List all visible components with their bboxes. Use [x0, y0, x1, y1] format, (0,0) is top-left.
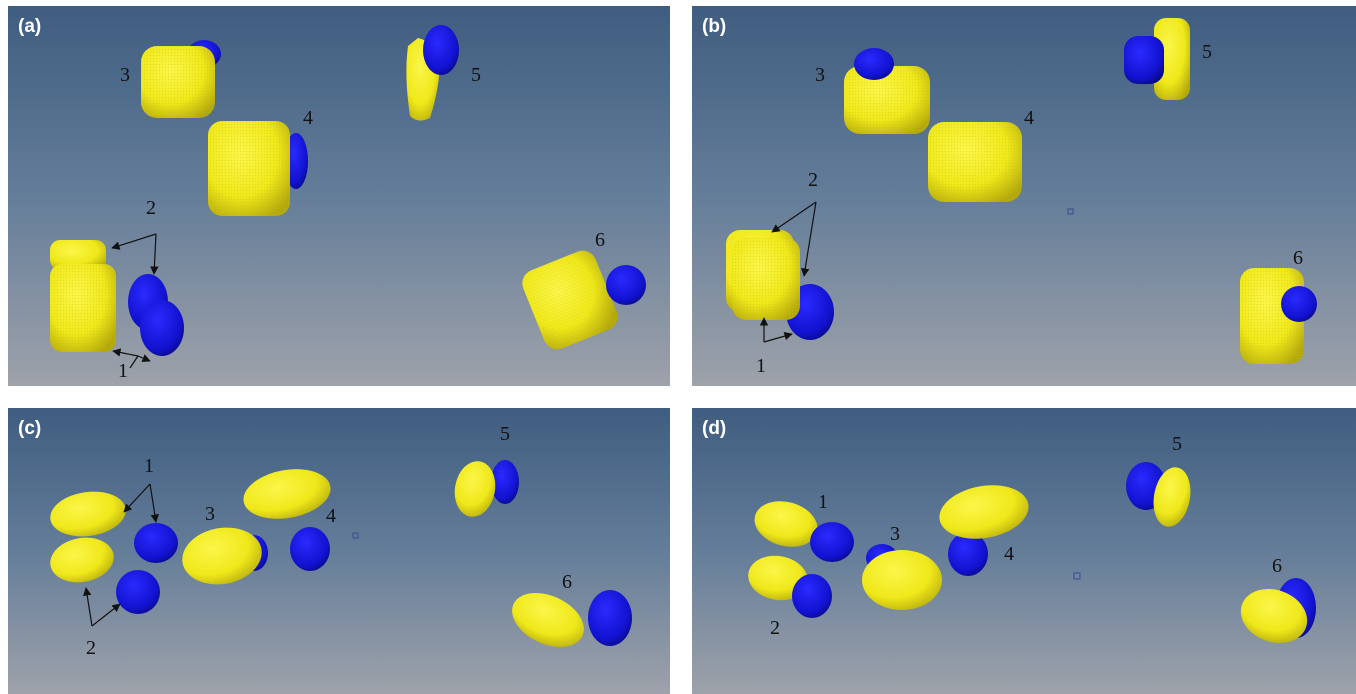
particle-number: 2	[808, 169, 818, 191]
particle-number: 2	[146, 197, 156, 219]
yellow-particle	[1240, 588, 1308, 644]
yellow-particle	[522, 250, 618, 350]
blue-object	[606, 265, 646, 305]
particles-scene: 3 4 5 2 1 6	[726, 18, 1317, 377]
blue-object	[116, 523, 178, 614]
blue-object	[128, 274, 184, 356]
particle-number: 4	[303, 107, 313, 129]
particle-number: 4	[1024, 107, 1034, 129]
panel-a: (a) 3 4 5 2 1 6	[8, 6, 670, 386]
yellow-particle	[748, 501, 818, 601]
panel-label: (c)	[18, 418, 42, 439]
blue-object	[948, 532, 988, 576]
particle-number: 5	[471, 64, 481, 86]
particle-number: 6	[1293, 247, 1303, 269]
particle-number: 6	[562, 571, 572, 593]
yellow-particle	[939, 485, 1029, 539]
particles-scene: 1 2 3 4 5 6	[748, 433, 1316, 644]
particle-number: 2	[770, 617, 780, 639]
particle-number: 6	[1272, 555, 1282, 577]
particle-number: 4	[1004, 543, 1014, 565]
panel-label: (d)	[702, 418, 727, 439]
particle-number: 3	[890, 523, 900, 545]
blue-object	[854, 48, 894, 80]
particle-number: 5	[1202, 41, 1212, 63]
particles-scene: 3 4 5 2 1 6	[50, 25, 646, 382]
yellow-particle	[182, 469, 331, 585]
yellow-particle	[1154, 18, 1190, 100]
yellow-particle	[50, 240, 116, 352]
particle-number: 5	[500, 423, 510, 445]
yellow-particle	[208, 121, 290, 216]
particle-number: 4	[326, 505, 336, 527]
blue-object	[1124, 36, 1164, 84]
particle-number: 3	[815, 64, 825, 86]
yellow-particle	[862, 550, 942, 610]
blue-object	[290, 527, 330, 571]
particle-number: 3	[120, 64, 130, 86]
particle-number: 1	[144, 455, 154, 477]
panel-c: (c) 1 2 3 4 5 6	[8, 408, 670, 694]
particle-number: 2	[86, 637, 96, 659]
panel-label: (a)	[18, 16, 42, 37]
particle-number: 1	[756, 355, 766, 377]
yellow-particle	[141, 46, 215, 118]
panel-label: (b)	[702, 16, 727, 37]
yellow-particle	[1153, 467, 1191, 527]
yellow-particle	[844, 66, 930, 134]
particle-number: 1	[118, 360, 128, 382]
blue-object	[1281, 286, 1317, 322]
yellow-particle	[50, 491, 126, 583]
yellow-particle	[726, 230, 800, 320]
blue-object	[423, 25, 459, 75]
particle-number: 5	[1172, 433, 1182, 455]
yellow-particle	[512, 592, 584, 648]
yellow-particle	[454, 461, 496, 517]
blue-object	[491, 460, 519, 504]
particle-number: 1	[818, 491, 828, 513]
blue-object	[792, 522, 854, 618]
panel-b: (b) 3 4 5 2 1 6	[692, 6, 1356, 386]
yellow-particle	[928, 122, 1022, 202]
blue-object	[588, 590, 632, 646]
panel-d: (d) 1 2 3 4 5 6	[692, 408, 1356, 694]
particles-scene: 1 2 3 4 5 6	[50, 423, 632, 659]
particle-number: 6	[595, 229, 605, 251]
particle-number: 3	[205, 503, 215, 525]
